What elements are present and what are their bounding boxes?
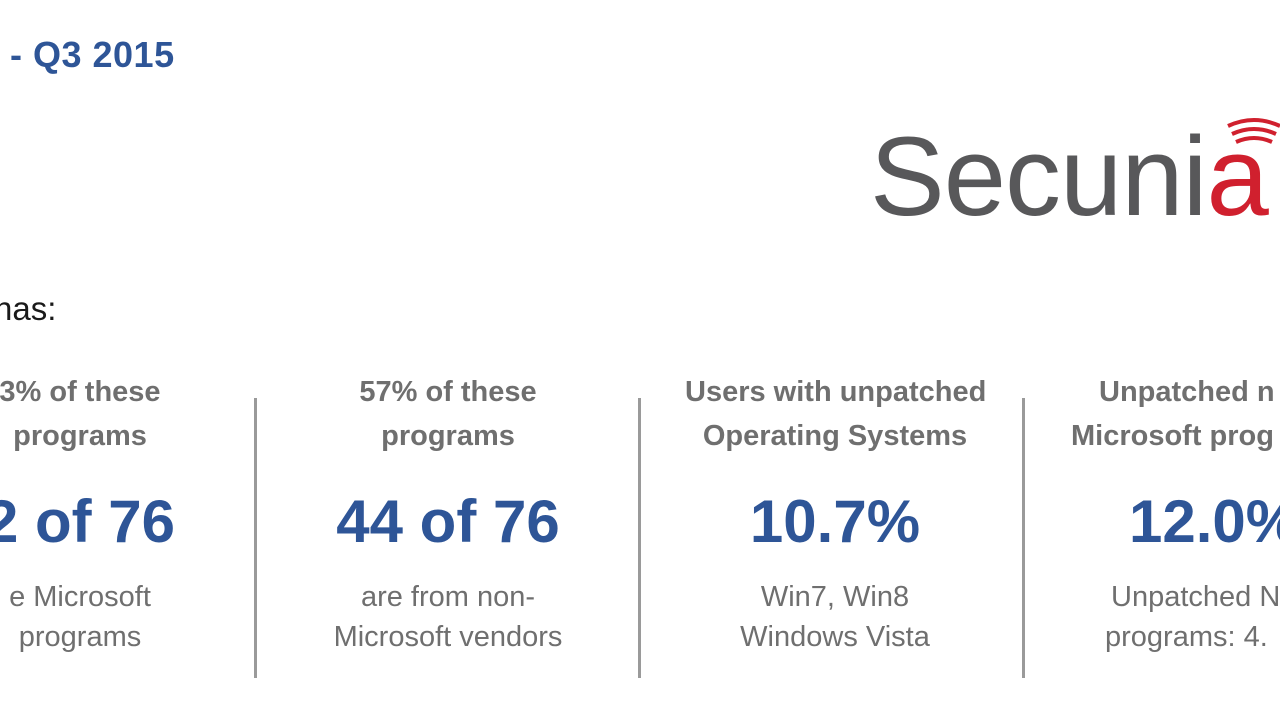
logo-text-accent: a [1206,114,1268,239]
stat-label: 57% of these programs [298,370,598,462]
stat-desc: Unpatched N programs: 4. [1055,577,1280,657]
stat-label-line1: Unpatched n [1099,376,1275,408]
stat-desc-line2: Microsoft vendors [333,621,563,653]
stat-label-line2: Operating Systems [702,420,968,452]
stat-desc-line2: Windows Vista [740,621,930,653]
stat-desc-line1: are from non- [360,581,536,613]
stat-desc: Win7, Win8 Windows Vista [685,577,985,657]
stat-value: 10.7% [749,488,921,555]
intro-text: has: [0,290,57,327]
stat-block-4: Unpatched n Microsoft prog 12.0% Unpatch… [1055,370,1280,657]
stat-value: 44 of 76 [336,488,560,555]
stat-desc-line2: programs: 4. [1105,621,1268,653]
stat-block-2: 57% of these programs 44 of 76 are from … [298,370,598,657]
logo-wordmark: Secunia [870,112,1269,242]
stat-desc-line2: programs [18,621,142,653]
stat-label: 3% of these programs [0,370,230,462]
stat-desc-line1: Win7, Win8 [760,581,910,613]
stat-desc: e Microsoft programs [0,577,230,657]
logo-text-main: Secuni [870,114,1207,239]
stat-label-line2: Microsoft prog [1071,420,1274,452]
stat-label: Unpatched n Microsoft prog [1055,370,1280,462]
column-divider [254,398,257,678]
stat-desc-line1: Unpatched N [1111,581,1280,613]
stat-block-3: Users with unpatched Operating Systems 1… [685,370,987,657]
stat-label: Users with unpatched Operating Systems [685,370,987,462]
stat-block-1: 3% of these programs 2 of 76 e Microsoft… [0,370,230,657]
stat-label-line1: Users with unpatched [685,376,987,408]
secunia-logo: Secunia [870,112,1280,242]
stat-desc: are from non- Microsoft vendors [298,577,598,657]
signal-waves-icon [1227,118,1280,144]
stat-value: 2 of 76 [0,488,176,555]
stat-label-line1: 3% of these [0,376,161,408]
column-divider [1022,398,1025,678]
stat-desc-line1: e Microsoft [9,581,151,613]
column-divider [638,398,641,678]
slide-title: - Q3 2015 [10,34,175,75]
stat-label-line1: 57% of these [359,376,537,408]
stat-label-line2: programs [13,420,147,452]
stat-label-line2: programs [381,420,515,452]
stat-value: 12.0% [1129,488,1280,555]
